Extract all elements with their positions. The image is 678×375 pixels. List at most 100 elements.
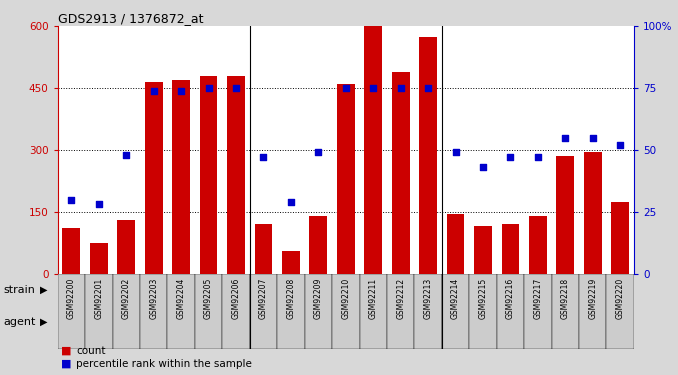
Bar bbox=[309, 216, 327, 274]
Bar bbox=[414, 274, 442, 349]
Bar bbox=[607, 274, 634, 349]
Text: ▶: ▶ bbox=[40, 285, 48, 295]
Bar bbox=[359, 274, 387, 349]
Bar bbox=[282, 251, 300, 274]
Text: GSM92207: GSM92207 bbox=[259, 278, 268, 319]
Text: GSM92215: GSM92215 bbox=[479, 278, 487, 319]
Point bbox=[121, 152, 132, 158]
Point bbox=[285, 199, 296, 205]
Text: count: count bbox=[76, 346, 106, 355]
Point bbox=[477, 164, 488, 170]
Point bbox=[258, 154, 269, 160]
Point bbox=[615, 142, 626, 148]
Text: control: control bbox=[450, 316, 489, 327]
Point bbox=[231, 85, 241, 91]
Bar bbox=[62, 228, 80, 274]
Text: DES: DES bbox=[554, 316, 576, 327]
Bar bbox=[58, 274, 85, 349]
Text: strain: strain bbox=[3, 285, 35, 295]
Point bbox=[587, 135, 598, 141]
Point bbox=[422, 85, 433, 91]
Bar bbox=[469, 274, 497, 349]
Bar bbox=[442, 307, 497, 336]
Text: percentile rank within the sample: percentile rank within the sample bbox=[76, 359, 252, 369]
Text: DES: DES bbox=[184, 316, 206, 327]
Bar bbox=[172, 80, 190, 274]
Text: GSM92220: GSM92220 bbox=[616, 278, 624, 319]
Bar bbox=[58, 275, 250, 304]
Bar bbox=[442, 274, 469, 349]
Bar bbox=[557, 156, 574, 274]
Text: control: control bbox=[272, 316, 311, 327]
Text: GSM92201: GSM92201 bbox=[94, 278, 103, 319]
Text: GSM92218: GSM92218 bbox=[561, 278, 570, 319]
Point bbox=[532, 154, 543, 160]
Text: GSM92205: GSM92205 bbox=[204, 278, 213, 319]
Bar bbox=[145, 82, 163, 274]
Bar bbox=[227, 76, 245, 274]
Text: ■: ■ bbox=[61, 346, 71, 355]
Text: GSM92204: GSM92204 bbox=[177, 278, 186, 319]
Text: ACI: ACI bbox=[144, 285, 163, 295]
Bar bbox=[90, 243, 108, 274]
Bar bbox=[502, 224, 519, 274]
Bar bbox=[584, 152, 601, 274]
Point bbox=[560, 135, 571, 141]
Bar bbox=[85, 274, 113, 349]
Bar bbox=[140, 274, 167, 349]
Text: control: control bbox=[79, 316, 118, 327]
Point bbox=[94, 201, 104, 207]
Bar bbox=[552, 274, 579, 349]
Text: ▶: ▶ bbox=[40, 316, 48, 327]
Point bbox=[367, 85, 378, 91]
Bar bbox=[332, 274, 359, 349]
Text: GDS2913 / 1376872_at: GDS2913 / 1376872_at bbox=[58, 12, 203, 25]
Point bbox=[450, 150, 461, 156]
Point bbox=[176, 88, 186, 94]
Bar bbox=[364, 26, 382, 274]
Text: GSM92216: GSM92216 bbox=[506, 278, 515, 319]
Point bbox=[203, 85, 214, 91]
Bar bbox=[113, 274, 140, 349]
Bar bbox=[392, 72, 410, 274]
Bar bbox=[337, 84, 355, 274]
Point bbox=[395, 85, 406, 91]
Bar bbox=[524, 274, 552, 349]
Text: GSM92211: GSM92211 bbox=[369, 278, 378, 319]
Text: GSM92214: GSM92214 bbox=[451, 278, 460, 319]
Text: GSM92206: GSM92206 bbox=[231, 278, 241, 319]
Text: GSM92200: GSM92200 bbox=[67, 278, 76, 319]
Bar bbox=[254, 224, 273, 274]
Text: GSM92213: GSM92213 bbox=[424, 278, 433, 319]
Bar bbox=[117, 220, 135, 274]
Text: GSM92217: GSM92217 bbox=[534, 278, 542, 319]
Bar bbox=[579, 274, 607, 349]
Text: GSM92212: GSM92212 bbox=[396, 278, 405, 319]
Bar bbox=[199, 76, 218, 274]
Text: GSM92209: GSM92209 bbox=[314, 278, 323, 319]
Point bbox=[505, 154, 516, 160]
Point bbox=[148, 88, 159, 94]
Bar bbox=[497, 274, 524, 349]
Point bbox=[313, 150, 324, 156]
Bar bbox=[195, 274, 222, 349]
Bar bbox=[474, 226, 492, 274]
Bar bbox=[332, 307, 442, 336]
Point bbox=[340, 85, 351, 91]
Text: Brown Norway: Brown Norway bbox=[498, 285, 578, 295]
Bar bbox=[250, 275, 442, 304]
Text: GSM92208: GSM92208 bbox=[286, 278, 296, 319]
Text: GSM92219: GSM92219 bbox=[589, 278, 597, 319]
Bar bbox=[304, 274, 332, 349]
Text: agent: agent bbox=[3, 316, 36, 327]
Text: GSM92210: GSM92210 bbox=[341, 278, 351, 319]
Text: GSM92203: GSM92203 bbox=[149, 278, 158, 319]
Bar bbox=[447, 214, 464, 274]
Bar bbox=[140, 307, 250, 336]
Text: DES: DES bbox=[376, 316, 398, 327]
Bar bbox=[277, 274, 304, 349]
Bar bbox=[250, 274, 277, 349]
Bar bbox=[167, 274, 195, 349]
Bar bbox=[419, 37, 437, 274]
Bar bbox=[387, 274, 414, 349]
